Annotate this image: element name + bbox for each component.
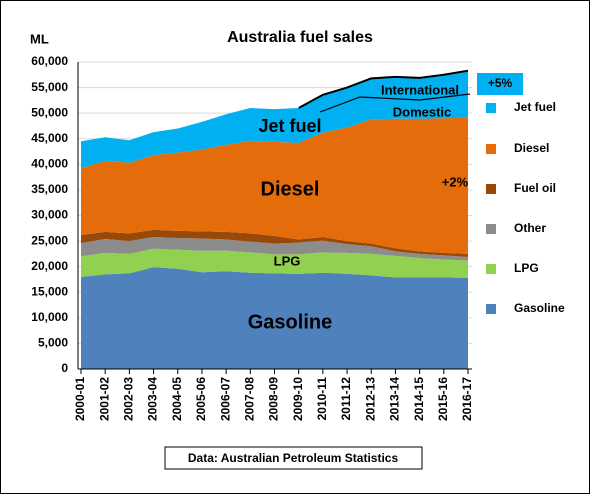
source: Data: Australian Petroleum Statistics [188, 451, 399, 465]
x-tick-label: 2006-07 [218, 377, 232, 421]
area [81, 70, 468, 169]
annotation: Jet fuel [258, 116, 321, 136]
annotation: International [381, 82, 459, 97]
area [81, 248, 468, 278]
source-box [164, 446, 423, 470]
legend-swatch [486, 304, 496, 314]
top-outline [298, 69, 469, 109]
annotation: Diesel [261, 178, 320, 200]
x-tick-label: 2008-09 [267, 377, 281, 421]
legend-label: Gasoline [514, 301, 565, 315]
legend-swatch [486, 103, 496, 113]
split-line [319, 93, 471, 113]
x-tick-label: 2014-15 [412, 377, 426, 421]
y-tick-label: 35,000 [31, 182, 68, 196]
legend-swatch [486, 224, 496, 234]
annotation: Domestic [393, 104, 452, 119]
legend-swatch [486, 264, 496, 274]
x-tick-label: 2009-10 [291, 377, 305, 421]
x-tick-label: 2007-08 [242, 377, 256, 421]
area [81, 236, 468, 261]
x-tick-label: 2003-04 [146, 377, 160, 421]
y-tick-label: 20,000 [31, 259, 68, 273]
y-tick-label: 25,000 [31, 233, 68, 247]
annotation: +2% [442, 174, 469, 189]
annotation: LPG [274, 253, 301, 268]
y-tick-label: 15,000 [31, 284, 68, 298]
x-tick-label: 2013-14 [388, 377, 402, 421]
x-tick-label: 2005-06 [194, 377, 208, 421]
legend-label: LPG [514, 261, 539, 275]
area [81, 229, 468, 257]
chart-title: Australia fuel sales [227, 29, 373, 46]
legend-label: Fuel oil [514, 181, 556, 195]
y-tick-label: 60,000 [31, 54, 68, 68]
y-tick-label: 45,000 [31, 131, 68, 145]
legend-label: Diesel [514, 141, 549, 155]
annotation: +5% [488, 76, 513, 90]
x-tick-label: 2000-01 [73, 377, 87, 421]
area [81, 117, 468, 254]
y-tick-label: 55,000 [31, 80, 68, 94]
annotation: Gasoline [248, 311, 332, 333]
x-tick-label: 2010-11 [315, 377, 329, 421]
legend-swatch [486, 144, 496, 154]
y-tick-label: 0 [61, 361, 68, 375]
x-tick-label: 2004-05 [170, 377, 184, 421]
x-tick-label: 2002-03 [122, 377, 136, 421]
x-tick-label: 2011-12 [339, 377, 353, 421]
y-axis-label: ML [30, 31, 49, 46]
x-tick-label: 2015-16 [436, 377, 450, 421]
y-tick-label: 40,000 [31, 157, 68, 171]
x-tick-label: 2001-02 [97, 377, 111, 421]
legend-swatch [486, 184, 496, 194]
y-tick-label: 30,000 [31, 208, 68, 222]
y-tick-label: 50,000 [31, 105, 68, 119]
legend-label: Jet fuel [514, 100, 556, 114]
legend-label: Other [514, 221, 546, 235]
badge [477, 73, 523, 95]
x-tick-label: 2012-13 [363, 377, 377, 421]
y-tick-label: 5,000 [38, 336, 68, 350]
area [81, 267, 468, 369]
y-tick-label: 10,000 [31, 310, 68, 324]
x-tick-label: 2016-17 [460, 377, 474, 421]
